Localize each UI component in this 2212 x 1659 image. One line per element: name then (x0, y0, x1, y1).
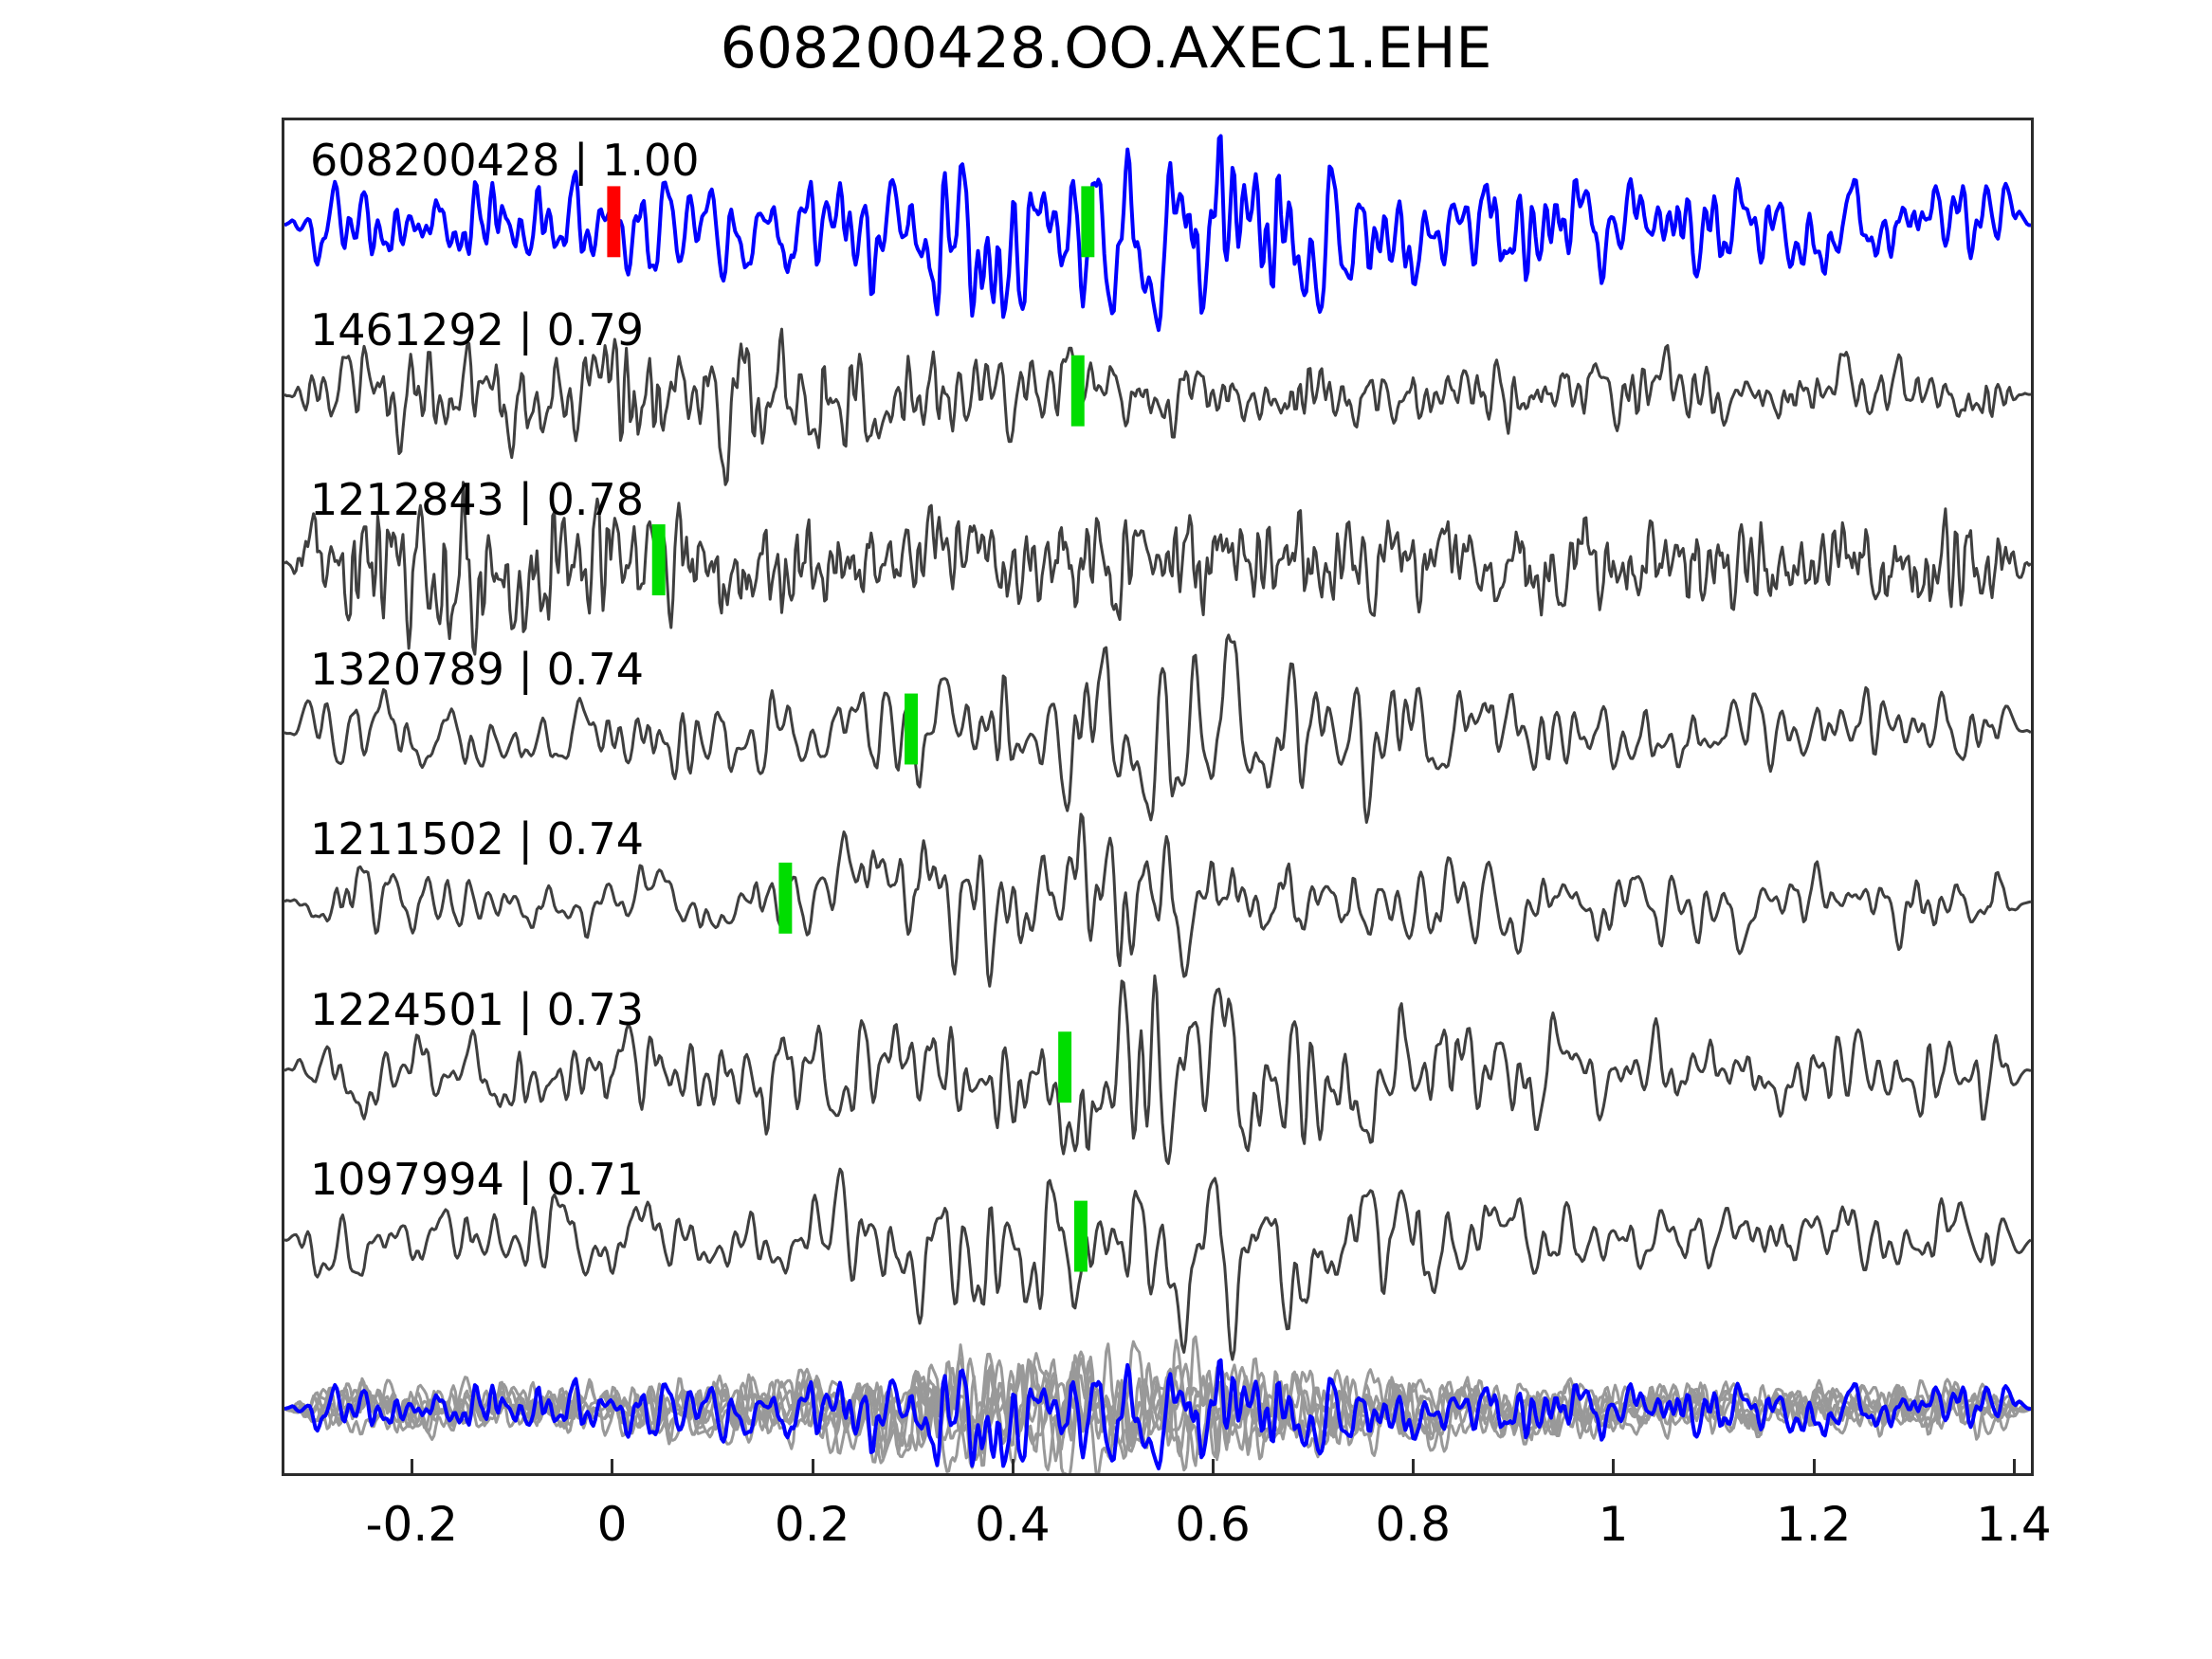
waveform-trace (284, 327, 2031, 486)
pick-marker-red (607, 186, 621, 258)
waveform-trace (284, 1167, 2031, 1361)
waveform-canvas (284, 134, 2031, 1473)
x-tick-label: -0.2 (365, 1497, 459, 1552)
trace-label: 1211502 | 0.74 (310, 813, 645, 866)
pick-marker-green (905, 693, 919, 765)
waveform-trace (284, 481, 2031, 656)
trace-label: 1224501 | 0.73 (310, 983, 645, 1035)
x-tick-mark (811, 1459, 814, 1476)
x-tick-mark (611, 1459, 614, 1476)
x-tick-label: 0.4 (975, 1497, 1051, 1552)
x-tick-mark (1212, 1459, 1216, 1476)
x-tick-mark (411, 1459, 414, 1476)
waveform-trace (284, 134, 2031, 333)
x-tick-mark (2012, 1459, 2016, 1476)
trace-label: 1212843 | 0.78 (310, 474, 645, 526)
x-tick-mark (1011, 1459, 1015, 1476)
x-tick-label: 0.6 (1175, 1497, 1251, 1552)
x-axis: -0.2 0 0.2 0.4 0.6 0.8 1 1.2 1.4 (282, 1459, 2052, 1561)
waveform-trace (284, 812, 2031, 988)
pick-marker-green (1081, 186, 1095, 258)
plot-area (282, 118, 2034, 1476)
overlay-highlight-trace (284, 1358, 2031, 1471)
trace-label: 608200428 | 1.00 (310, 134, 700, 186)
pick-marker-green (778, 862, 793, 934)
pick-marker-green (1070, 355, 1085, 427)
pick-marker-green (1073, 1200, 1088, 1272)
trace-label: 1097994 | 0.71 (310, 1153, 645, 1205)
x-tick-mark (1412, 1459, 1416, 1476)
x-tick-label: 0 (596, 1497, 628, 1552)
waveform-trace (284, 974, 2031, 1165)
x-tick-label: 0.8 (1375, 1497, 1452, 1552)
overlay-trace (284, 1340, 2031, 1469)
x-tick-label: 1.2 (1775, 1497, 1852, 1552)
trace-label: 1461292 | 0.79 (310, 304, 645, 356)
x-tick-mark (1612, 1459, 1616, 1476)
trace-label: 1320789 | 0.74 (310, 644, 645, 696)
pick-marker-green (651, 524, 666, 595)
waveform-trace (284, 633, 2031, 824)
x-tick-label: 1.4 (1976, 1497, 2052, 1552)
x-tick-label: 1 (1598, 1497, 1629, 1552)
x-tick-mark (1812, 1459, 1816, 1476)
page-title: 608200428.OO.AXEC1.EHE (720, 15, 1492, 82)
pick-marker-green (1058, 1031, 1072, 1103)
x-tick-label: 0.2 (774, 1497, 850, 1552)
